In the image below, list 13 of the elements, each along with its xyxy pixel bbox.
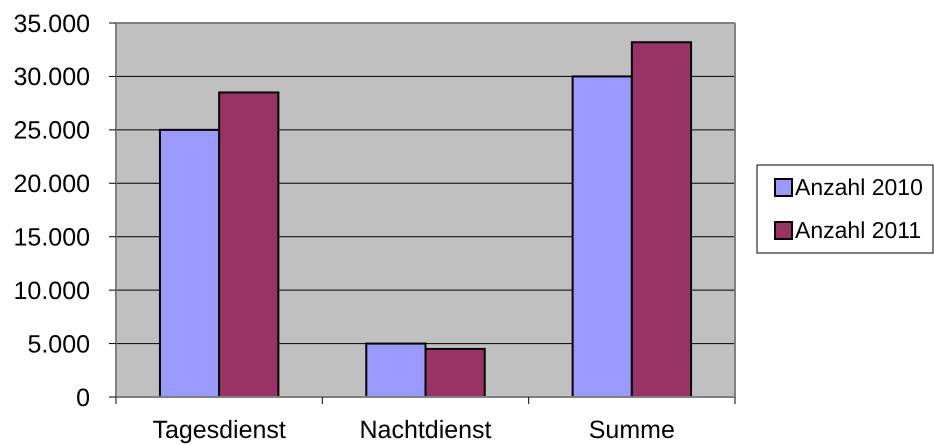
y-tick-label: 35.000: [14, 10, 90, 38]
y-tick-label: 30.000: [14, 63, 90, 92]
y-tick-label: 25.000: [14, 116, 90, 145]
legend-label: Anzahl 2010: [795, 174, 923, 200]
y-tick-label: 10.000: [14, 276, 90, 305]
legend-label: Anzahl 2011: [795, 217, 922, 244]
y-tick-label: 5.000: [27, 330, 90, 358]
x-tick-label: Tagesdienst: [152, 416, 286, 444]
x-tick-label: Summe: [588, 416, 675, 444]
y-tick-label: 0: [76, 384, 90, 412]
y-tick-label: 20.000: [14, 170, 90, 198]
x-tick-label: Nachtdienst: [359, 416, 492, 444]
y-tick-label: 15.000: [14, 223, 90, 252]
